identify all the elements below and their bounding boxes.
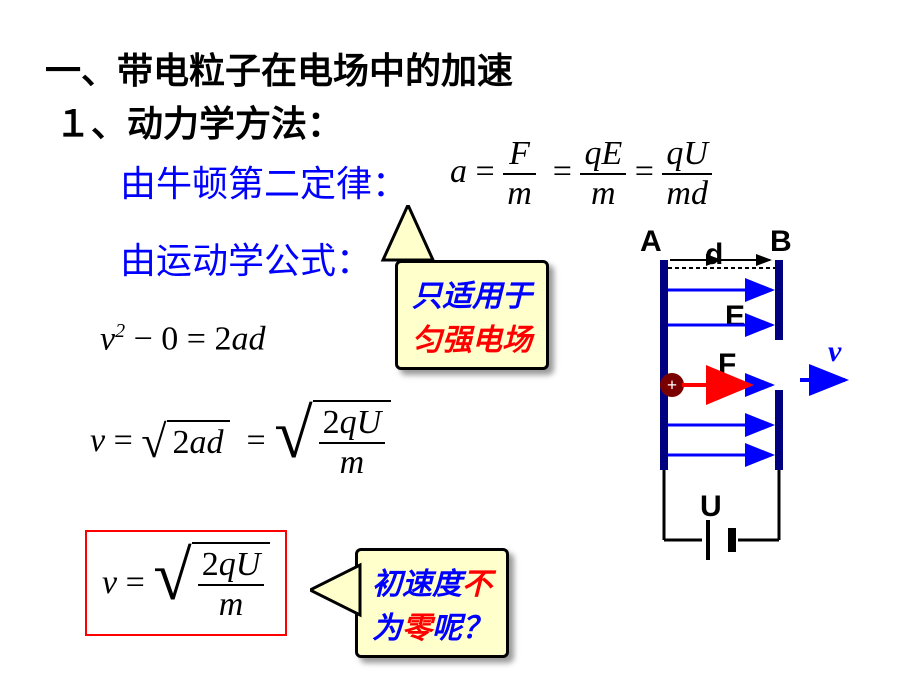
svg-text:+: + xyxy=(667,375,677,395)
newton-law-label: 由牛顿第二定律： xyxy=(120,155,408,207)
callout2-tail xyxy=(310,560,370,620)
equation-acceleration: a = Fm = qEm = qUmd xyxy=(450,135,712,213)
callout-initial-velocity: 初速度不 为零呢？ xyxy=(355,548,509,658)
callout-uniform-field: 只适用于 匀强电场 xyxy=(395,260,549,370)
equation-velocity-derive: v = √2ad = √ 2qU m xyxy=(90,400,391,482)
callout1-tail xyxy=(378,205,448,265)
equation-kinematics: v2 − 0 = 2ad xyxy=(100,320,265,358)
equation-velocity-final: v = √ 2qU m xyxy=(85,530,287,636)
capacitor-diagram: + xyxy=(620,230,900,630)
subsection-title: １、动力学方法： xyxy=(55,95,343,147)
section-title: 一、带电粒子在电场中的加速 xyxy=(45,42,513,94)
kinematics-label: 由运动学公式： xyxy=(120,232,372,284)
